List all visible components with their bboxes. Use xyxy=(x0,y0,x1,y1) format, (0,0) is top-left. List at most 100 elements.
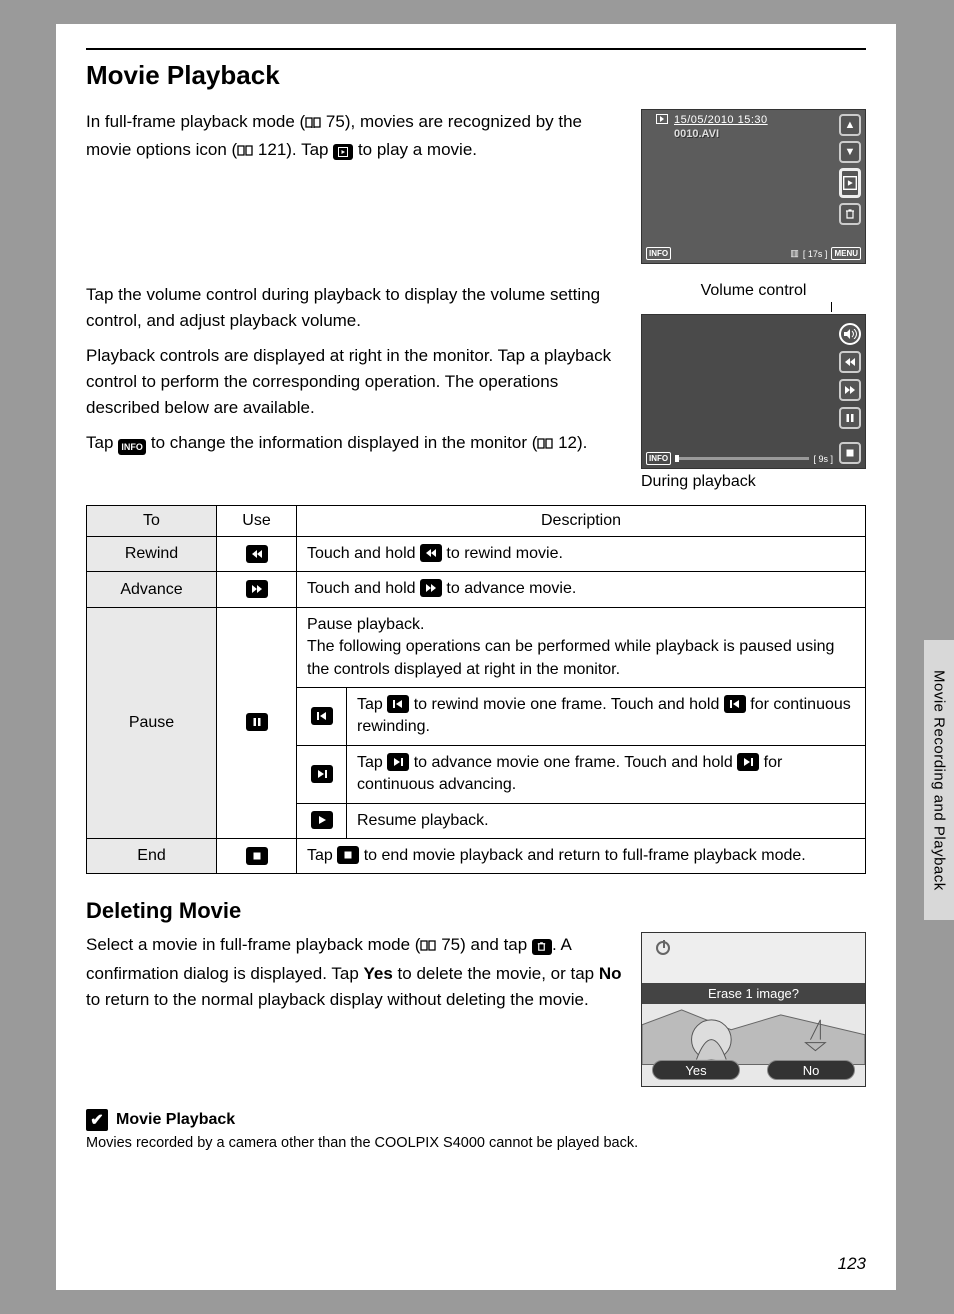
dialog-question: Erase 1 image? xyxy=(642,983,865,1004)
frame-rewind-icon xyxy=(724,695,746,713)
controls-table: To Use Description Rewind Touch and hold… xyxy=(86,505,866,874)
dialog-buttons: Yes No xyxy=(652,1060,855,1080)
advance-icon xyxy=(839,379,861,401)
row-icon xyxy=(217,572,297,607)
during-playback-label: During playback xyxy=(641,473,866,491)
sub-icon xyxy=(297,687,347,745)
check-badge-icon: ✔ xyxy=(86,1109,108,1131)
row-icon xyxy=(217,838,297,873)
side-tab-label: Movie Recording and Playback xyxy=(931,670,948,891)
stop-icon xyxy=(839,442,861,464)
book-icon xyxy=(237,139,253,165)
rewind-icon xyxy=(839,351,861,373)
stop-icon-corner xyxy=(839,442,861,464)
section2-p1: Tap the volume control during playback t… xyxy=(86,282,623,335)
th-desc: Description xyxy=(297,506,866,537)
th-use: Use xyxy=(217,506,297,537)
s2-p3b: to change the information displayed in t… xyxy=(146,433,537,452)
intro-text: In full-frame playback mode ( 75), movie… xyxy=(86,109,623,264)
intro-section: In full-frame playback mode ( 75), movie… xyxy=(86,109,866,264)
frame-rewind-icon xyxy=(311,707,333,725)
row-label: Advance xyxy=(87,572,217,607)
deleting-title: Deleting Movie xyxy=(86,898,866,924)
info-icon: INFO xyxy=(118,439,146,455)
info-button-icon: INFO xyxy=(646,452,671,465)
intro-part2: to play a movie. xyxy=(353,140,477,159)
frame-advance-icon xyxy=(311,765,333,783)
sub-icon xyxy=(297,745,347,803)
figure-column: Volume control INFO [ 9s ] During xyxy=(641,282,866,491)
lcd-filename: 0010.AVI xyxy=(674,128,719,140)
page-title: Movie Playback xyxy=(86,48,866,91)
lcd2-right-controls xyxy=(839,323,861,429)
lcd-preview-2: INFO [ 9s ] xyxy=(641,314,866,469)
advance-icon xyxy=(246,580,268,598)
frame-advance-icon xyxy=(387,753,409,771)
th-to: To xyxy=(87,506,217,537)
pause-icon xyxy=(839,407,861,429)
intro-part1: In full-frame playback mode ( xyxy=(86,112,305,131)
playback-controls-section: Tap the volume control during playback t… xyxy=(86,282,866,491)
row-label: Rewind xyxy=(87,537,217,572)
scene-illustration xyxy=(642,1005,865,1064)
yes-button: Yes xyxy=(652,1060,740,1080)
table-header-row: To Use Description xyxy=(87,506,866,537)
s2-p3c: 12). xyxy=(553,433,587,452)
sub-desc: Resume playback. xyxy=(347,803,866,838)
note-body: Movies recorded by a camera other than t… xyxy=(86,1135,866,1151)
deleting-text: Select a movie in full-frame playback mo… xyxy=(86,932,623,1087)
no-button: No xyxy=(767,1060,855,1080)
trash-icon xyxy=(839,203,861,225)
row-desc: Tap to end movie playback and return to … xyxy=(297,838,866,873)
table-row-rewind: Rewind Touch and hold to rewind movie. xyxy=(87,537,866,572)
play-movie-icon xyxy=(333,144,353,160)
down-arrow-icon: ▼ xyxy=(839,141,861,163)
note-title-row: ✔ Movie Playback xyxy=(86,1109,866,1131)
book-icon xyxy=(420,934,436,960)
row-desc: Touch and hold to advance movie. xyxy=(297,572,866,607)
row-icon xyxy=(217,537,297,572)
lcd-duration: 17s xyxy=(808,249,823,259)
delete-dialog-lcd: Erase 1 image? Yes No xyxy=(641,932,866,1087)
sub-desc: Tap to advance movie one frame. Touch an… xyxy=(347,745,866,803)
s2-p3a: Tap xyxy=(86,433,118,452)
rewind-icon xyxy=(246,545,268,563)
section2-p2: Playback controls are displayed at right… xyxy=(86,343,623,422)
lcd2-bottom: INFO [ 9s ] xyxy=(646,452,833,465)
duration-bracket: [ 9s ] xyxy=(813,454,833,464)
sub-icon xyxy=(297,803,347,838)
volume-icon xyxy=(839,323,861,345)
manual-page: Movie Playback In full-frame playback mo… xyxy=(56,24,896,1290)
intro-ref2: 121). Tap xyxy=(253,140,333,159)
advance-icon xyxy=(420,579,442,597)
lcd-bottom-bar: INFO ▥ [ 17s ] MENU xyxy=(646,247,861,260)
side-tab: Movie Recording and Playback xyxy=(924,640,954,920)
section2-text: Tap the volume control during playback t… xyxy=(86,282,623,491)
book-icon xyxy=(305,111,321,137)
note-title: Movie Playback xyxy=(116,1111,235,1129)
table-row-end: End Tap to end movie playback and return… xyxy=(87,838,866,873)
up-arrow-icon: ▲ xyxy=(839,114,861,136)
pointer-line xyxy=(831,302,832,312)
stop-icon xyxy=(337,846,359,864)
lcd-timestamp: 15/05/2010 15:30 xyxy=(674,114,768,126)
progress-bar xyxy=(675,457,809,460)
table-row-advance: Advance Touch and hold to advance movie. xyxy=(87,572,866,607)
trash-icon xyxy=(532,939,552,955)
sub-desc: Tap to rewind movie one frame. Touch and… xyxy=(347,687,866,745)
duration-bracket: [ 17s ] xyxy=(803,249,828,259)
stop-icon xyxy=(246,847,268,865)
menu-button-icon: MENU xyxy=(831,247,861,260)
table-row-pause-intro: Pause Pause playback. The following oper… xyxy=(87,607,866,687)
frame-advance-icon xyxy=(737,753,759,771)
yes-bold: Yes xyxy=(364,964,393,983)
deleting-section: Select a movie in full-frame playback mo… xyxy=(86,932,866,1087)
info-button-icon: INFO xyxy=(646,247,671,260)
volume-control-label: Volume control xyxy=(641,282,866,300)
row-label: Pause xyxy=(87,607,217,838)
row-label: End xyxy=(87,838,217,873)
section2-p3: Tap INFO to change the information displ… xyxy=(86,430,623,458)
rewind-icon xyxy=(420,544,442,562)
frame-rewind-icon xyxy=(387,695,409,713)
lcd-right-controls: ▲ ▼ xyxy=(839,114,861,225)
